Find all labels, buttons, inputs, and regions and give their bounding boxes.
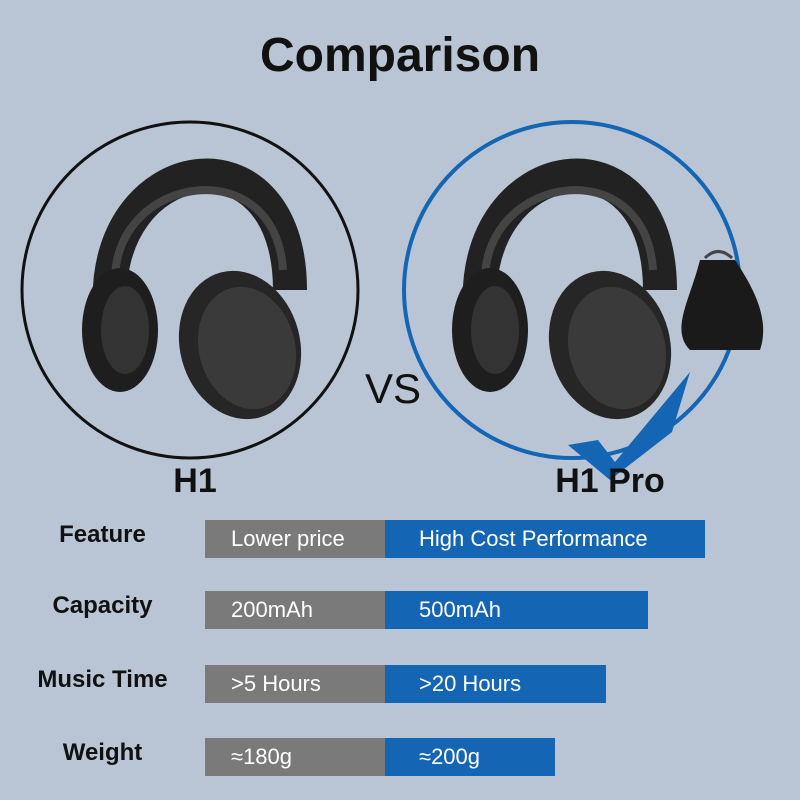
- product-name: H1 Pro: [555, 462, 665, 500]
- h1-pro-value: 500mAh: [385, 591, 648, 629]
- table-row: Music Time >5 Hours >20 Hours: [0, 665, 800, 703]
- row-label: Capacity: [52, 592, 153, 619]
- table-row: Weight ≈180g ≈200g: [0, 738, 800, 776]
- table-row: Feature Lower price High Cost Performance: [0, 520, 800, 558]
- h1-pro-headphones: [452, 176, 687, 433]
- product-name: H1: [173, 462, 217, 500]
- bag: [681, 250, 764, 350]
- h1-circle: [20, 120, 360, 460]
- h1-value: >5 Hours: [205, 665, 385, 703]
- title: Comparison: [259, 29, 541, 82]
- h1-value: 200mAh: [205, 591, 385, 629]
- checkmark: [568, 372, 690, 480]
- row-label: Music Time: [37, 666, 168, 693]
- versus: VS: [365, 365, 422, 412]
- h1-value: Lower price: [205, 520, 385, 558]
- h1-pro-value: >20 Hours: [385, 665, 606, 703]
- h1-headphones: [82, 176, 317, 433]
- h1-pro-value: ≈200g: [385, 738, 555, 776]
- row-label: Weight: [62, 739, 143, 766]
- row-label: Feature: [59, 521, 146, 548]
- table-row: Capacity 200mAh 500mAh: [0, 591, 800, 629]
- h1-value: ≈180g: [205, 738, 385, 776]
- h1-pro-value: High Cost Performance: [385, 520, 705, 558]
